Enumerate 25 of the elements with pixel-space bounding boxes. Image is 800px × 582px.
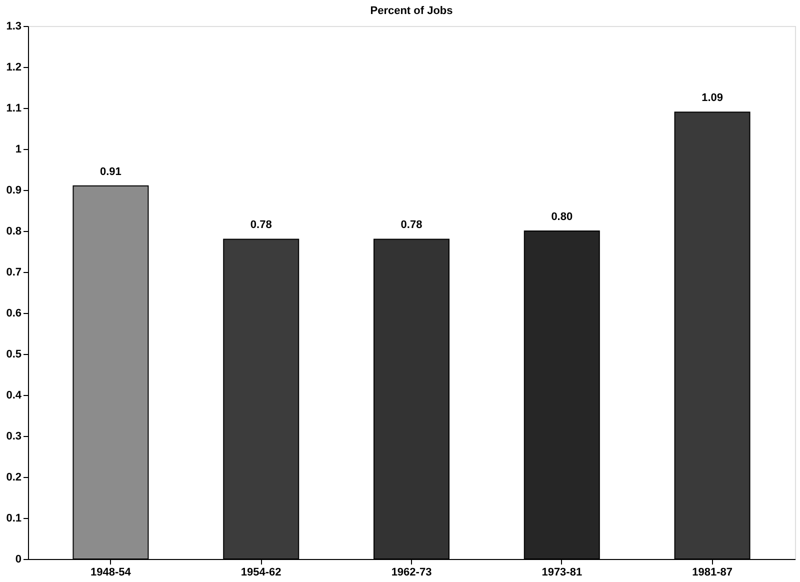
x-tick-label: 1948-54 [90,566,132,578]
x-tick-label: 1973-81 [542,566,582,578]
y-tick-label: 0.5 [6,348,22,360]
y-tick-label: 0 [15,554,22,566]
data-label: 0.91 [100,166,122,178]
data-label: 1.09 [702,92,723,104]
y-tick-label: 0.4 [6,390,22,402]
y-tick-label: 0.8 [6,226,22,238]
data-label: 0.78 [250,219,272,232]
y-tick-label: 1.2 [6,62,22,74]
x-tick-label: 1981-87 [692,566,732,578]
y-tick-label: 0.9 [6,184,22,196]
chart-title: Percent of Jobs [370,5,453,17]
x-tick-label: 1954-62 [240,566,282,578]
x-tick-label: 1962-73 [391,566,432,578]
y-tick-label: 0.6 [6,308,22,320]
y-tick-label: 1 [15,144,22,156]
y-tick-label: 0.1 [6,512,22,524]
data-label: 0.78 [400,219,422,232]
y-tick-label: 0.3 [6,430,22,442]
y-tick-label: 1.1 [6,102,22,114]
y-tick-label: 0.7 [6,266,22,278]
y-tick-label: 0.2 [6,472,22,484]
y-tick-label: 1.3 [6,20,22,32]
data-label: 0.80 [551,211,573,223]
